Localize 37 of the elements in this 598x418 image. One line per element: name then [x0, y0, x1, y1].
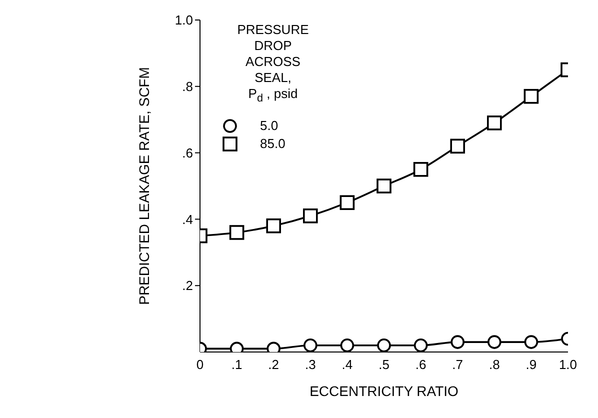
x-tick-label: .2 [268, 357, 280, 372]
x-tick-label: .5 [378, 357, 390, 372]
point [340, 338, 354, 352]
point [303, 208, 318, 224]
point [304, 338, 318, 352]
point [414, 338, 428, 352]
point [266, 218, 281, 234]
x-tick-label: .6 [415, 357, 426, 372]
x-tick-label: .9 [526, 357, 537, 372]
point [450, 138, 465, 154]
x-tick-label: 0 [196, 357, 204, 372]
point [413, 162, 428, 177]
y-tick-label: .2 [182, 278, 193, 294]
y-axis-title: PREDICTED LEAKAGE RATE, SCFM [136, 67, 152, 305]
legend-label: 5.0 [260, 118, 278, 134]
point [488, 335, 502, 349]
point [376, 178, 392, 194]
point [524, 335, 538, 349]
legend-title: PRESSURE DROP ACROSS SEAL, P$_{d}$ , psid [236, 22, 310, 107]
point [377, 338, 391, 352]
x-tick-label: .4 [342, 357, 353, 372]
x-tick-label: .7 [452, 357, 464, 372]
x-tick-label: .3 [304, 357, 316, 372]
x-tick-label: .8 [488, 357, 500, 372]
legend-label: 85.0 [260, 136, 286, 152]
x-tick-label: .1 [231, 357, 242, 372]
point [487, 116, 502, 130]
point [524, 88, 539, 104]
y-tick-label: .6 [182, 145, 193, 160]
x-tick-label: 1.0 [558, 357, 578, 372]
x-axis-title: ECCENTRICITY RATIO [310, 383, 459, 399]
y-tick-label: .4 [182, 212, 193, 227]
point [450, 335, 464, 349]
y-tick-label: 1.0 [174, 12, 193, 28]
point [229, 225, 244, 240]
point [340, 195, 355, 210]
y-tick-label: .8 [182, 79, 193, 94]
